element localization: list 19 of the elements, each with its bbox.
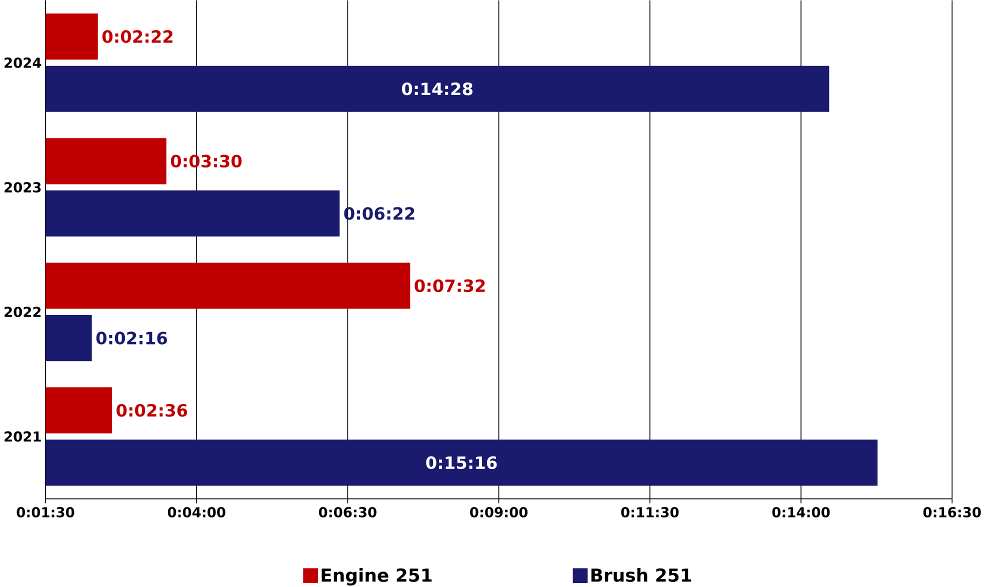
x-tick-label: 0:14:00 <box>772 506 830 518</box>
data-label: 0:02:22 <box>102 30 172 43</box>
x-tick-label: 0:09:00 <box>470 506 528 518</box>
y-tick-label: 2024 <box>4 57 42 68</box>
x-tick-label: 0:16:30 <box>923 506 981 518</box>
y-tick-label: 2021 <box>4 431 41 442</box>
data-label: 0:07:32 <box>414 279 485 292</box>
y-tick-label: 2022 <box>4 306 41 317</box>
legend-label: Brush 251 <box>591 568 692 582</box>
x-tick-label: 0:01:30 <box>16 506 74 518</box>
data-label: 0:15:16 <box>426 456 497 469</box>
data-label: 0:02:16 <box>96 331 167 344</box>
data-label: 0:14:28 <box>402 82 472 96</box>
legend-label: Engine 251 <box>322 568 432 586</box>
y-tick-label: 2023 <box>4 182 41 192</box>
x-tick-label: 0:11:30 <box>621 506 679 518</box>
data-label: 0:02:36 <box>116 404 188 416</box>
x-tick-label: 0:04:00 <box>168 506 226 518</box>
x-tick-label: 0:06:30 <box>318 506 376 518</box>
